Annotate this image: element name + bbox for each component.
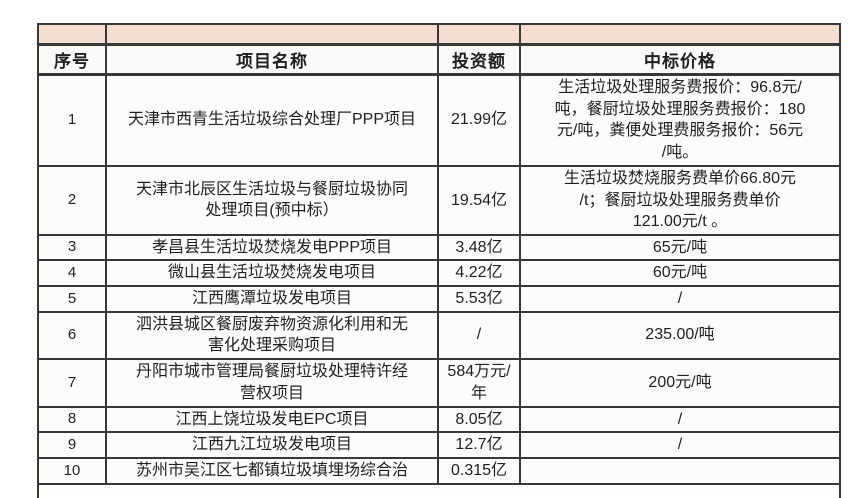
investment-cell: 4.22亿 — [437, 259, 521, 287]
row-index-cell: 8 — [37, 405, 107, 434]
price-cell: 235.00/吨 — [519, 310, 841, 360]
investment-cell: 5.53亿 — [437, 284, 521, 313]
accent-band-cell — [105, 23, 439, 46]
header-investment: 投资额 — [437, 43, 521, 76]
project-name-cell: 江西鹰潭垃圾发电项目 — [105, 284, 439, 313]
footer-empty-row — [37, 482, 841, 498]
row-index-cell: 3 — [37, 233, 107, 262]
row-index-cell: 9 — [37, 431, 107, 459]
project-name-cell: 微山县生活垃圾焚烧发电项目 — [105, 259, 439, 287]
table-row: 9 江西九江垃圾发电项目 12.7亿 / — [37, 431, 841, 459]
header-index: 序号 — [37, 43, 107, 76]
price-cell: 65元/吨 — [519, 233, 841, 262]
row-index-cell: 2 — [37, 165, 107, 236]
table-row: 7 丹阳市城市管理局餐厨垃圾处理特许经 营权项目 584万元/ 年 200元/吨 — [37, 357, 841, 408]
project-name-cell: 孝昌县生活垃圾焚烧发电PPP项目 — [105, 233, 439, 262]
price-cell: 生活垃圾焚烧服务费单价66.80元 /t；餐厨垃圾处理服务费单价 121.00元… — [519, 165, 841, 236]
price-cell: 60元/吨 — [519, 259, 841, 287]
row-index-cell: 10 — [37, 456, 107, 485]
price-cell: / — [519, 284, 841, 313]
footer-empty-cell — [37, 482, 841, 498]
header-row: 序号 项目名称 投资额 中标价格 — [37, 43, 841, 76]
table-row: 2 天津市北辰区生活垃圾与餐厨垃圾协同 处理项目(预中标） 19.54亿 生活垃… — [37, 165, 841, 236]
table-row: 8 江西上饶垃圾发电EPC项目 8.05亿 / — [37, 405, 841, 434]
project-name-cell: 苏州市吴江区七都镇垃圾填埋场综合治 — [105, 456, 439, 485]
investment-cell: 584万元/ 年 — [437, 357, 521, 408]
project-name-cell: 丹阳市城市管理局餐厨垃圾处理特许经 营权项目 — [105, 357, 439, 408]
investment-cell: 0.315亿 — [437, 456, 521, 485]
price-cell: / — [519, 405, 841, 434]
price-cell: 生活垃圾处理服务费报价：96.8元/ 吨，餐厨垃圾处理服务费报价：180 元/吨… — [519, 73, 841, 167]
investment-cell: / — [437, 310, 521, 360]
accent-band-cell — [519, 23, 841, 46]
investment-cell: 12.7亿 — [437, 431, 521, 459]
investment-cell: 8.05亿 — [437, 405, 521, 434]
table-row: 5 江西鹰潭垃圾发电项目 5.53亿 / — [37, 284, 841, 313]
table-row: 4 微山县生活垃圾焚烧发电项目 4.22亿 60元/吨 — [37, 259, 841, 287]
table-row: 10 苏州市吴江区七都镇垃圾填埋场综合治 0.315亿 — [37, 456, 841, 485]
project-name-cell: 江西九江垃圾发电项目 — [105, 431, 439, 459]
bid-results-table: 序号 项目名称 投资额 中标价格 1 天津市西青生活垃圾综合处理厂PPP项目 2… — [37, 23, 841, 498]
price-cell: / — [519, 431, 841, 459]
project-name-cell: 泗洪县城区餐厨废弃物资源化利用和无 害化处理采购项目 — [105, 310, 439, 360]
project-name-cell: 江西上饶垃圾发电EPC项目 — [105, 405, 439, 434]
table-row: 1 天津市西青生活垃圾综合处理厂PPP项目 21.99亿 生活垃圾处理服务费报价… — [37, 73, 841, 167]
price-cell: 200元/吨 — [519, 357, 841, 408]
row-index-cell: 6 — [37, 310, 107, 360]
row-index-cell: 7 — [37, 357, 107, 408]
table-row: 6 泗洪县城区餐厨废弃物资源化利用和无 害化处理采购项目 / 235.00/吨 — [37, 310, 841, 360]
project-name-cell: 天津市西青生活垃圾综合处理厂PPP项目 — [105, 73, 439, 167]
project-name-cell: 天津市北辰区生活垃圾与餐厨垃圾协同 处理项目(预中标） — [105, 165, 439, 236]
price-cell — [519, 456, 841, 485]
investment-cell: 21.99亿 — [437, 73, 521, 167]
investment-cell: 3.48亿 — [437, 233, 521, 262]
table-row: 3 孝昌县生活垃圾焚烧发电PPP项目 3.48亿 65元/吨 — [37, 233, 841, 262]
investment-cell: 19.54亿 — [437, 165, 521, 236]
accent-band-row — [37, 23, 841, 46]
accent-band-cell — [437, 23, 521, 46]
accent-band-cell — [37, 23, 107, 46]
row-index-cell: 4 — [37, 259, 107, 287]
row-index-cell: 1 — [37, 73, 107, 167]
header-bid-price: 中标价格 — [519, 43, 841, 76]
header-project-name: 项目名称 — [105, 43, 439, 76]
row-index-cell: 5 — [37, 284, 107, 313]
